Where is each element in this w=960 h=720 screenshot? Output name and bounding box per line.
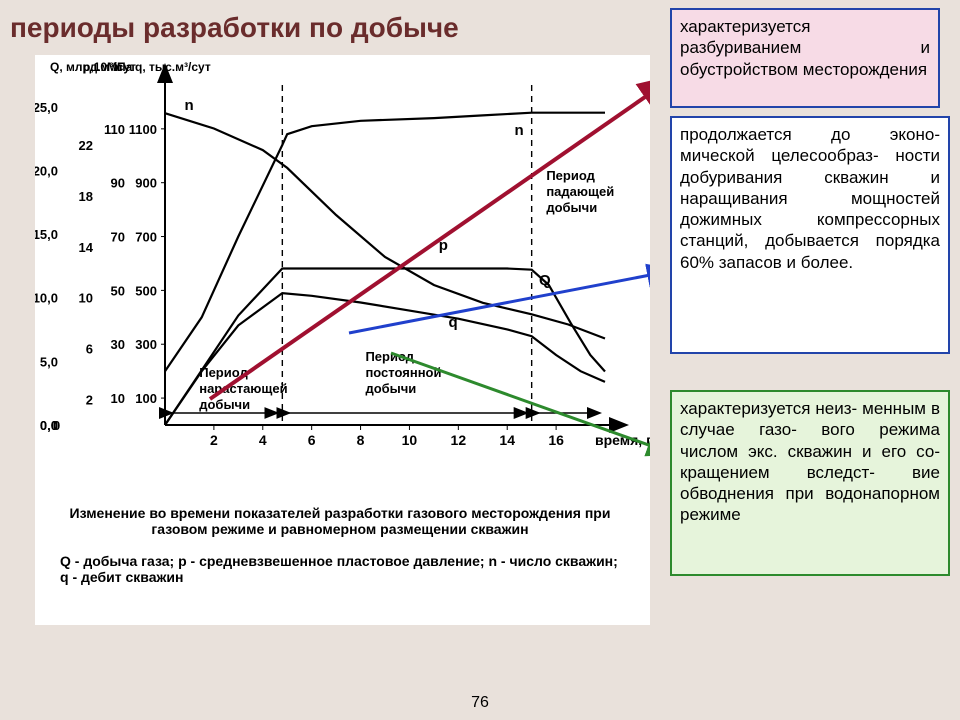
page-number: 76 (0, 694, 960, 712)
svg-text:Q: Q (539, 272, 551, 289)
svg-text:6: 6 (86, 342, 93, 357)
svg-text:100: 100 (135, 391, 157, 406)
svg-text:добычи: добычи (365, 381, 416, 396)
svg-text:300: 300 (135, 337, 157, 352)
svg-text:500: 500 (135, 283, 157, 298)
svg-text:8: 8 (357, 432, 365, 448)
page-title: периоды разработки по добыче (10, 12, 459, 44)
svg-text:n: n (185, 97, 194, 114)
svg-text:0: 0 (53, 418, 60, 433)
svg-text:70: 70 (111, 230, 125, 245)
svg-text:4: 4 (259, 432, 267, 448)
svg-text:30: 30 (111, 337, 125, 352)
svg-text:10: 10 (402, 432, 418, 448)
annotation-box-rising: характеризуется разбуриванием и обустрой… (670, 8, 940, 108)
chart-caption-title: Изменение во времени показателей разрабо… (60, 505, 620, 537)
svg-text:n: n (515, 122, 524, 139)
svg-text:90: 90 (111, 176, 125, 191)
svg-text:22: 22 (79, 138, 93, 153)
production-periods-chart: 246810121416время, годQ, млрд.м³/сут0,00… (35, 55, 650, 485)
svg-text:6: 6 (308, 432, 316, 448)
svg-text:15,0: 15,0 (35, 227, 58, 242)
svg-text:q: q (449, 314, 458, 331)
svg-text:20,0: 20,0 (35, 163, 58, 178)
svg-text:16: 16 (548, 432, 564, 448)
svg-text:14: 14 (79, 240, 94, 255)
svg-text:2: 2 (210, 432, 218, 448)
svg-text:добычи: добычи (199, 397, 250, 412)
svg-text:10: 10 (111, 391, 125, 406)
svg-text:18: 18 (79, 189, 93, 204)
annotation-box-falling: продолжается до эконо- мической целесооб… (670, 116, 950, 354)
svg-text:900: 900 (135, 176, 157, 191)
svg-text:p,10МПа: p,10МПа (83, 60, 133, 74)
svg-text:падающей: падающей (546, 184, 614, 199)
svg-text:Период: Период (365, 349, 414, 364)
svg-text:1100: 1100 (129, 122, 157, 137)
svg-text:50: 50 (111, 283, 125, 298)
svg-text:14: 14 (499, 432, 515, 448)
svg-text:10,0: 10,0 (35, 291, 58, 306)
svg-text:25,0: 25,0 (35, 100, 58, 115)
svg-text:10: 10 (79, 291, 93, 306)
svg-text:Период: Период (546, 168, 595, 183)
svg-text:n: n (115, 60, 122, 74)
chart-container: 246810121416время, годQ, млрд.м³/сут0,00… (35, 55, 650, 625)
svg-text:q, тыс.м³/сут: q, тыс.м³/сут (135, 60, 211, 74)
svg-text:нарастающей: нарастающей (199, 381, 287, 396)
svg-text:2: 2 (86, 393, 93, 408)
svg-text:12: 12 (451, 432, 467, 448)
chart-caption-legend: Q - добыча газа; p - средневзвешенное пл… (60, 553, 620, 585)
svg-text:добычи: добычи (546, 200, 597, 215)
svg-text:700: 700 (135, 230, 157, 245)
annotation-box-constant: характеризуется неиз- менным в случае га… (670, 390, 950, 576)
svg-text:5,0: 5,0 (40, 354, 58, 369)
svg-text:110: 110 (104, 122, 125, 137)
